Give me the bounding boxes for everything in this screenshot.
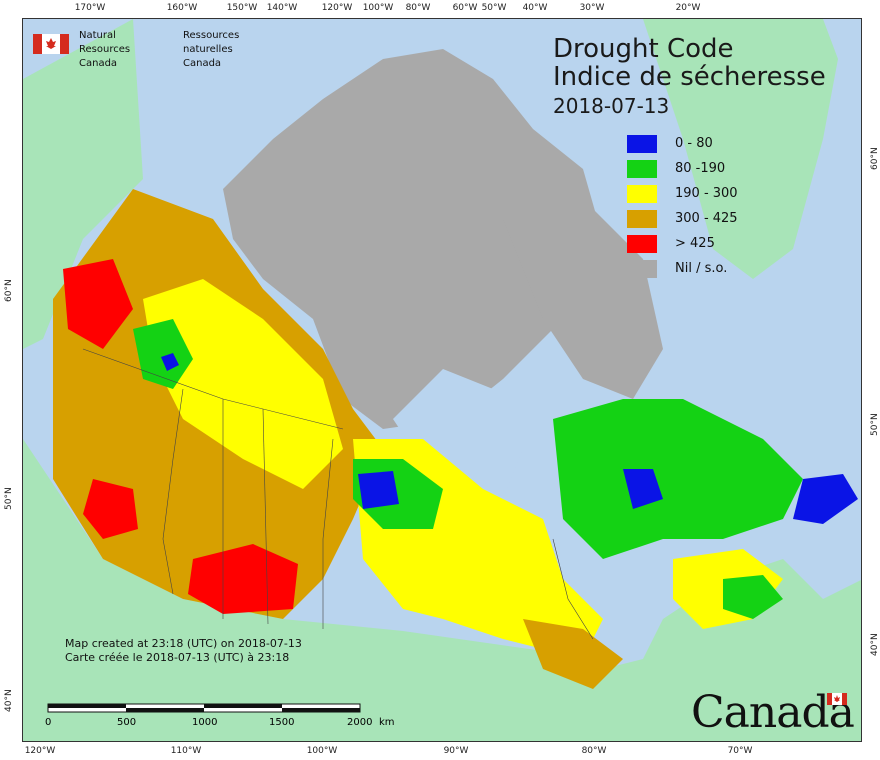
hudson-bay-water xyxy=(393,369,523,499)
graticule-label-top: 20°W xyxy=(675,3,701,13)
canada-wordmark: Canada xyxy=(691,687,855,738)
scale-unit: km xyxy=(379,717,395,728)
graticule-label-top: 140°W xyxy=(266,3,298,13)
creation-note-fr: Carte créée le 2018-07-13 (UTC) à 23:18 xyxy=(65,651,290,664)
legend-item: 190 - 300 xyxy=(627,181,738,206)
zone-425-bc-south xyxy=(83,479,138,539)
legend-label: 300 - 425 xyxy=(675,211,738,226)
boundary-sk-mb xyxy=(262,408,269,625)
graticule-label-left: 40°N xyxy=(4,689,14,712)
agency-name-en-1: Natural Resources xyxy=(79,30,131,55)
legend-item: 300 - 425 xyxy=(627,206,738,231)
zone-80-190-nwt xyxy=(133,319,193,389)
legend-swatch xyxy=(627,259,657,278)
legend-label: Nil / s.o. xyxy=(675,261,728,276)
map-title-en: Drought Code xyxy=(553,34,734,64)
usa-land xyxy=(23,439,861,741)
graticule-label-top: 120°W xyxy=(321,3,353,13)
graticule-label-right: 50°N xyxy=(870,413,880,436)
zone-425-prairies xyxy=(188,544,298,614)
wordmark-flag-icon xyxy=(827,693,847,705)
title-block: Drought Code Indice de sécheresse 2018-0… xyxy=(553,35,826,119)
agency-name-en-2: Canada xyxy=(79,58,118,69)
scale-tick-label: 0 xyxy=(45,717,52,728)
graticule-label-right: 60°N xyxy=(870,147,880,170)
agency-name-fr-2: Canada xyxy=(183,58,222,69)
zone-0-80-quebec xyxy=(623,469,663,509)
legend-item: Nil / s.o. xyxy=(627,256,738,281)
map-date: 2018-07-13 xyxy=(553,94,670,118)
boundary-60n xyxy=(82,348,344,430)
legend-item: 0 - 80 xyxy=(627,131,738,156)
graticule-label-top: 50°W xyxy=(481,3,507,13)
scale-tick-label: 1500 xyxy=(269,717,295,728)
baffin-nodata xyxy=(503,199,663,399)
graticule-label-bottom: 100°W xyxy=(306,746,338,756)
scale-tick-label: 1000 xyxy=(192,717,218,728)
zone-0-80-nwt xyxy=(161,353,179,371)
graticule-label-bottom: 110°W xyxy=(170,746,202,756)
zone-425-bc-north xyxy=(63,259,133,349)
graticule-label-top: 40°W xyxy=(522,3,548,13)
zone-80-190-maritimes xyxy=(723,575,783,619)
zone-0-80-ontario xyxy=(358,471,399,509)
graticule-label-left: 60°N xyxy=(4,279,14,302)
legend-swatch xyxy=(627,209,657,228)
alaska-land xyxy=(23,19,143,349)
canada-flag-icon xyxy=(33,34,69,54)
zone-300-425-south-ontario xyxy=(523,619,623,689)
graticule-label-top: 150°W xyxy=(226,3,258,13)
graticule-label-top: 100°W xyxy=(362,3,394,13)
legend-label: > 425 xyxy=(675,236,715,251)
legend-label: 80 -190 xyxy=(675,161,726,176)
boundary-bc-ab xyxy=(162,388,184,595)
legend-item: 80 -190 xyxy=(627,156,738,181)
agency-name-fr-1: Ressources naturelles xyxy=(183,30,240,55)
legend-swatch xyxy=(627,234,657,253)
graticule-label-top: 80°W xyxy=(405,3,431,13)
scale-tick-label: 2000 xyxy=(347,717,373,728)
legend-swatch xyxy=(627,134,657,153)
zone-190-300-west xyxy=(143,279,343,489)
map-title-fr: Indice de sécheresse xyxy=(553,62,826,92)
creation-note: Map created at 23:18 (UTC) on 2018-07-13… xyxy=(65,637,302,665)
graticule-label-right: 40°N xyxy=(870,633,880,656)
graticule-label-left: 50°N xyxy=(4,487,14,510)
graticule-label-bottom: 70°W xyxy=(727,746,753,756)
graticule-label-top: 170°W xyxy=(74,3,106,13)
graticule-label-top: 60°W xyxy=(452,3,478,13)
legend: 0 - 80 80 -190 190 - 300 300 - 425 > 425… xyxy=(627,131,738,281)
legend-label: 190 - 300 xyxy=(675,186,738,201)
creation-note-en: Map created at 23:18 (UTC) on 2018-07-13 xyxy=(65,637,302,650)
greenland-land xyxy=(643,19,838,279)
graticule-label-bottom: 120°W xyxy=(24,746,56,756)
graticule-label-bottom: 90°W xyxy=(443,746,469,756)
scale-bar: 0 500 1000 1500 2000 km xyxy=(45,703,407,733)
arctic-islands-nodata xyxy=(223,49,603,429)
drought-map: Natural Resources Canada Ressources natu… xyxy=(22,18,862,742)
legend-item: > 425 xyxy=(627,231,738,256)
graticule-label-top: 30°W xyxy=(579,3,605,13)
map-graphic xyxy=(23,19,861,741)
legend-swatch xyxy=(627,159,657,178)
graticule-label-top: 160°W xyxy=(166,3,198,13)
zone-0-80-labrador xyxy=(793,474,858,524)
legend-swatch xyxy=(627,184,657,203)
scale-bar-graphic xyxy=(47,703,361,713)
scale-tick-label: 500 xyxy=(117,717,137,728)
boundary-on-qc xyxy=(552,538,594,640)
boundary-mb-on xyxy=(322,438,334,629)
zone-80-190-quebec xyxy=(553,399,803,559)
graticule-label-bottom: 80°W xyxy=(581,746,607,756)
legend-label: 0 - 80 xyxy=(675,136,713,151)
